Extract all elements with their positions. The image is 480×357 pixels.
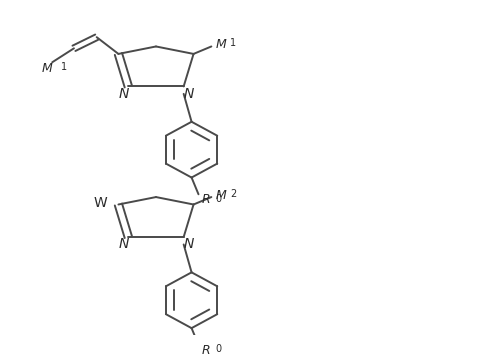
Text: 0: 0 [215,193,221,203]
Text: M: M [215,189,226,202]
Text: 1: 1 [229,38,236,48]
Text: N: N [118,237,128,251]
Text: M: M [42,62,52,75]
Text: 2: 2 [229,189,236,199]
Text: W: W [94,196,108,210]
Text: N: N [183,87,193,101]
Text: R: R [201,193,210,206]
Text: N: N [118,87,128,101]
Text: R: R [201,344,210,357]
Text: 1: 1 [61,62,67,72]
Text: N: N [183,237,193,251]
Text: M: M [215,38,226,51]
Text: 0: 0 [215,344,221,354]
